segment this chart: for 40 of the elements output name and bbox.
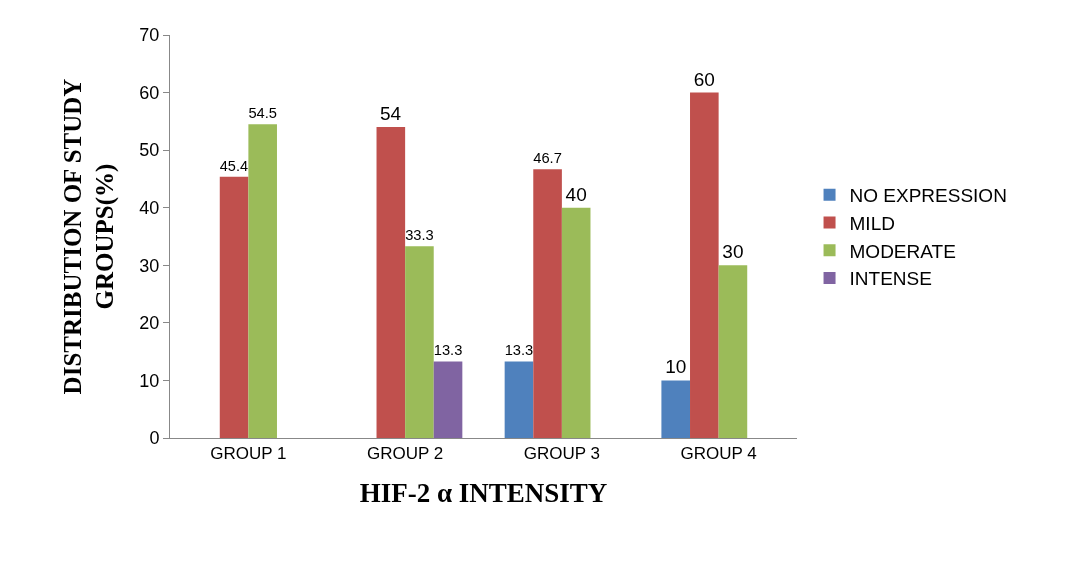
y-tick-label: 70 — [139, 25, 160, 46]
y-tick-label: 20 — [139, 313, 160, 334]
x-tick-label: GROUP 2 — [367, 444, 444, 464]
data-label: 33.3 — [405, 227, 434, 244]
data-label: 13.3 — [433, 342, 463, 359]
y-tick-label: 30 — [139, 255, 160, 276]
x-tick-label: GROUP 4 — [680, 444, 757, 464]
legend-label: NO EXPRESSION — [849, 185, 1007, 207]
data-label: 60 — [693, 68, 715, 90]
data-label: 13.3 — [504, 342, 534, 359]
bar — [405, 246, 434, 438]
legend-label: MILD — [849, 212, 895, 234]
bar — [690, 92, 719, 438]
x-tick-label: GROUP 3 — [523, 444, 600, 464]
bar — [561, 207, 591, 438]
bar — [718, 265, 748, 438]
legend-label: MODERATE — [849, 240, 956, 262]
bar — [376, 127, 406, 438]
y-tick-label: 40 — [139, 198, 160, 219]
data-label: 40 — [565, 183, 587, 205]
bar — [533, 169, 562, 438]
data-label: 30 — [722, 241, 744, 263]
x-axis-title: HIF-2 α INTENSITY — [359, 477, 608, 508]
data-label: 54.5 — [248, 105, 277, 122]
bar — [219, 176, 249, 438]
bar — [248, 124, 277, 438]
bar — [433, 361, 463, 438]
data-label: 46.7 — [533, 150, 562, 167]
x-tick-label: GROUP 1 — [210, 444, 287, 464]
bar — [661, 380, 691, 438]
y-tick-label: 10 — [139, 370, 160, 391]
data-label: 54 — [380, 103, 402, 125]
data-label: 45.4 — [219, 157, 249, 174]
y-tick-label: 50 — [139, 140, 160, 161]
data-label: 10 — [665, 356, 687, 378]
bar — [504, 361, 534, 438]
y-tick-label: 60 — [139, 82, 160, 103]
y-axis-title: DISTRIBUTION OF STUDY GROUPS(%) — [58, 78, 120, 395]
y-tick-label: 0 — [149, 428, 160, 449]
legend-label: INTENSE — [849, 268, 932, 290]
